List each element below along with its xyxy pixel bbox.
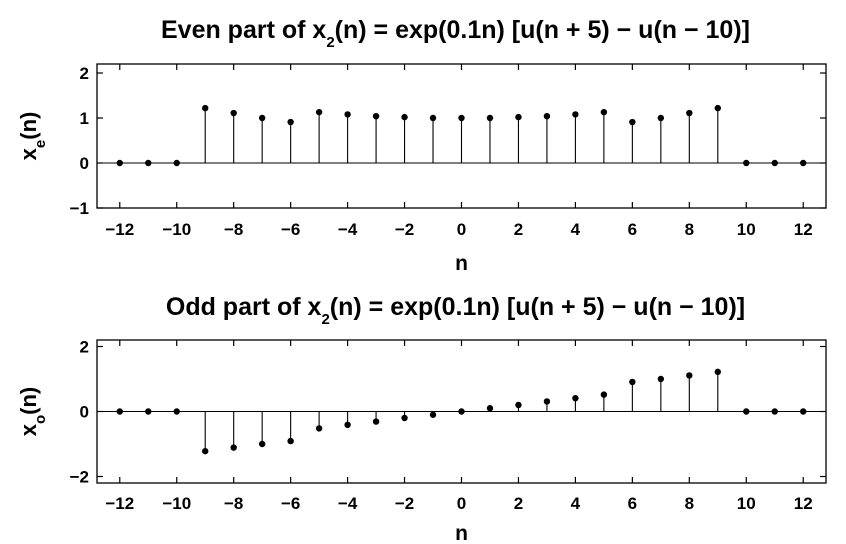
stem-marker — [429, 114, 437, 122]
stem-marker — [771, 408, 778, 415]
stem-marker — [714, 368, 721, 376]
y-tick-label: −1 — [70, 199, 89, 218]
stem-marker — [543, 398, 551, 405]
x-tick-label: 4 — [571, 220, 581, 239]
stem-marker — [771, 159, 778, 167]
y-tick-label: 1 — [80, 109, 89, 128]
stem-marker — [230, 444, 237, 451]
x-tick-label: 2 — [514, 220, 523, 239]
stem-marker — [486, 405, 494, 412]
y-tick-label: −2 — [70, 468, 89, 487]
even-x-axis-label: n — [455, 252, 468, 275]
stem-marker — [657, 114, 665, 122]
stem-marker — [458, 408, 465, 415]
stem-marker — [202, 104, 209, 112]
x-tick-label: −6 — [281, 494, 300, 513]
x-tick-label: −2 — [395, 494, 414, 513]
x-tick-label: 4 — [571, 494, 581, 513]
stem-marker — [800, 408, 807, 415]
x-tick-label: 12 — [794, 220, 813, 239]
stem-marker — [629, 378, 636, 386]
stem-marker — [145, 408, 152, 415]
x-tick-label: 10 — [737, 494, 756, 513]
x-tick-label: 6 — [628, 220, 637, 239]
stem-marker — [686, 109, 693, 117]
stem-marker — [515, 401, 522, 409]
stem-marker — [173, 159, 180, 167]
x-tick-label: 6 — [628, 494, 637, 513]
odd-part-plot: Odd part of x2(n) = exp(0.1n) [u(n + 5) … — [16, 293, 827, 544]
stem-marker — [743, 408, 750, 415]
stem-marker — [372, 113, 380, 120]
stem-marker — [258, 114, 266, 122]
y-tick-label: 0 — [80, 403, 89, 422]
stem-marker — [315, 425, 323, 432]
stem-marker — [401, 113, 408, 121]
stem-marker — [401, 414, 408, 422]
stem-marker — [116, 159, 123, 167]
x-tick-label: −12 — [105, 494, 134, 513]
x-tick-label: 8 — [685, 494, 694, 513]
stem-marker — [258, 440, 266, 448]
stem-marker — [458, 114, 465, 122]
x-tick-label: −10 — [162, 494, 191, 513]
x-tick-label: −8 — [224, 494, 243, 513]
x-tick-label: −6 — [281, 220, 300, 239]
even-y-axis-label: xe(n) — [16, 112, 49, 161]
stem-marker — [372, 418, 380, 425]
x-tick-label: 10 — [737, 220, 756, 239]
stem-marker — [344, 111, 351, 118]
x-tick-label: −4 — [338, 220, 358, 239]
stem-marker — [743, 159, 750, 167]
even-part-plot: Even part of x2(n) = exp(0.1n) [u(n + 5)… — [16, 16, 827, 275]
stem-marker — [486, 114, 494, 122]
x-tick-label: −4 — [338, 494, 358, 513]
stem-marker — [202, 447, 209, 455]
y-tick-label: 0 — [80, 154, 89, 173]
x-tick-label: −10 — [162, 220, 191, 239]
stem-marker — [800, 159, 807, 167]
stem-marker — [315, 108, 323, 116]
stem-marker — [173, 408, 180, 415]
stem-marker — [230, 109, 237, 117]
stem-marker — [145, 159, 152, 167]
stem-marker — [543, 113, 551, 120]
y-tick-label: 2 — [80, 338, 89, 357]
stem-marker — [287, 118, 294, 126]
x-tick-label: −8 — [224, 220, 243, 239]
x-tick-label: 0 — [457, 220, 466, 239]
stem-marker — [600, 108, 608, 116]
stem-marker — [116, 408, 123, 415]
even-plot-title: Even part of x2(n) = exp(0.1n) [u(n + 5)… — [161, 16, 750, 51]
stem-marker — [657, 375, 665, 383]
stem-marker — [629, 118, 636, 126]
stem-marker — [344, 421, 351, 429]
stem-marker — [686, 372, 693, 379]
odd-x-axis-label: n — [455, 522, 468, 544]
stem-marker — [572, 111, 579, 118]
x-tick-label: 0 — [457, 494, 466, 513]
x-tick-label: 8 — [685, 220, 694, 239]
stem-marker — [714, 104, 721, 112]
stem-marker — [572, 394, 579, 402]
x-tick-label: 12 — [794, 494, 813, 513]
stem-marker — [429, 411, 437, 418]
x-tick-label: −12 — [105, 220, 134, 239]
stem-marker — [515, 113, 522, 121]
stem-marker — [600, 391, 608, 398]
y-tick-label: 2 — [80, 64, 89, 83]
odd-y-axis-label: xo(n) — [16, 387, 49, 437]
x-tick-label: 2 — [514, 494, 523, 513]
x-tick-label: −2 — [395, 220, 414, 239]
stem-marker — [287, 437, 294, 445]
odd-plot-title: Odd part of x2(n) = exp(0.1n) [u(n + 5) … — [166, 293, 745, 328]
